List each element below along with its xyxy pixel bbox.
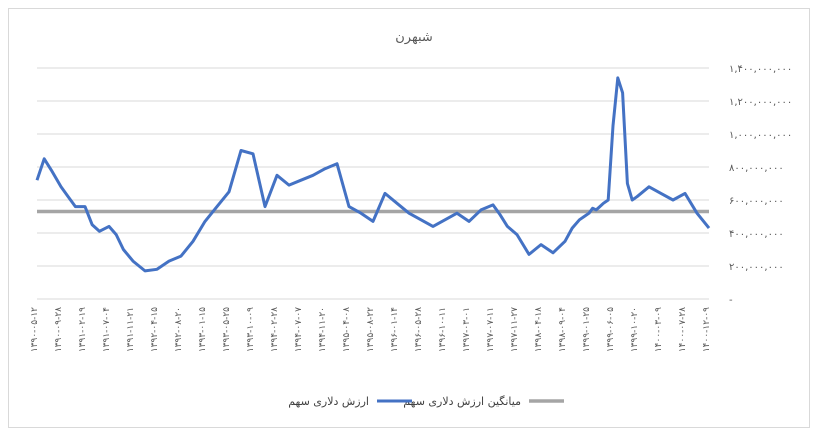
x-tick-label: ۱۳۹۰-۰۵-۱۲ [30, 307, 40, 352]
x-tick-label: ۱۳۹۵-۰۸-۲۲ [366, 307, 376, 352]
x-tick-label: ۱۳۹۹-۰۱-۲۵ [582, 307, 592, 352]
x-tick-label: ۱۳۹۲-۰۸-۲۰ [174, 307, 184, 352]
x-tick-label: ۱۴۰۰-۱۲-۰۹ [702, 307, 712, 352]
chart-frame: شبهرن - ۲۰۰,۰۰۰,۰۰۰ ۴۰۰,۰۰۰,۰۰۰ ۶۰۰,۰۰۰,۰۰۰… [8, 8, 810, 428]
x-tick-label: ۱۳۹۱-۱۱-۲۱ [126, 307, 136, 352]
y-tick-label: ۴۰۰,۰۰۰,۰۰۰ [729, 229, 784, 240]
y-tick-label: - [729, 295, 733, 306]
legend-label-value: ارزش دلاری سهم [288, 395, 369, 408]
x-tick-label: ۱۴۰۰-۰۷-۲۸ [678, 307, 688, 352]
x-tick-label: ۱۳۹۱-۰۷-۰۴ [102, 307, 112, 352]
x-tick-label: ۱۳۹۸-۰۹-۰۴ [558, 307, 568, 352]
x-tick-label: ۱۳۹۳-۱۰-۰۹ [246, 307, 256, 352]
x-tick-label: ۱۳۹۵-۰۴-۰۸ [342, 307, 352, 352]
chart-title: شبهرن [395, 30, 433, 45]
y-tick-label: ۱,۴۰۰,۰۰۰,۰۰۰ [729, 64, 792, 75]
y-tick-label: ۶۰۰,۰۰۰,۰۰۰ [729, 196, 784, 207]
y-tick-label: ۲۰۰,۰۰۰,۰۰۰ [729, 262, 784, 273]
x-tick-label: ۱۳۹۶-۱۰-۱۱ [438, 307, 448, 352]
y-tick-label: ۸۰۰,۰۰۰,۰۰۰ [729, 163, 784, 174]
x-tick-label: ۱۳۹۸-۰۴-۱۸ [534, 307, 544, 352]
x-tick-label: ۱۳۹۶-۰۵-۲۸ [414, 307, 424, 352]
x-tick-label: ۱۳۹۴-۰۷-۰۷ [294, 307, 304, 352]
x-tick-label: ۱۳۹۶-۰۱-۱۴ [390, 307, 400, 352]
x-tick-label: ۱۳۹۳-۰۵-۲۵ [222, 307, 232, 352]
x-tick-label: ۱۴۰۰-۰۳-۰۹ [654, 307, 664, 352]
x-tick-label: ۱۳۹۲-۰۴-۱۵ [150, 307, 160, 352]
series-line-value [35, 76, 711, 273]
x-tick-label: ۱۳۹۴-۰۲-۲۸ [270, 307, 280, 352]
x-tick-label: ۱۳۹۹-۱۰-۲۰ [630, 307, 640, 352]
x-tick-label: ۱۳۹۷-۰۳-۰۱ [462, 307, 472, 352]
line-chart: شبهرن - ۲۰۰,۰۰۰,۰۰۰ ۴۰۰,۰۰۰,۰۰۰ ۶۰۰,۰۰۰,۰۰۰… [30, 30, 792, 408]
x-tick-label: ۱۳۹۹-۰۶-۰۵ [606, 307, 616, 352]
y-tick-label: ۱,۲۰۰,۰۰۰,۰۰۰ [729, 97, 792, 108]
x-tick-label: ۱۳۹۳-۰۱-۱۵ [198, 307, 208, 352]
x-tick-label: ۱۳۹۷-۰۷-۱۱ [486, 307, 496, 352]
x-tick-label: ۱۳۹۱-۰۲-۱۹ [78, 307, 88, 352]
x-tick-label: ۱۳۹۷-۱۱-۲۷ [510, 307, 520, 352]
legend-label-mean: میانگین ارزش دلاری سهم [403, 395, 521, 408]
x-tick-label: ۱۳۹۰-۰۹-۲۸ [54, 307, 64, 352]
y-tick-label: ۱,۰۰۰,۰۰۰,۰۰۰ [729, 130, 792, 141]
x-tick-label: ۱۳۹۴-۱۱-۲۰ [318, 307, 328, 352]
